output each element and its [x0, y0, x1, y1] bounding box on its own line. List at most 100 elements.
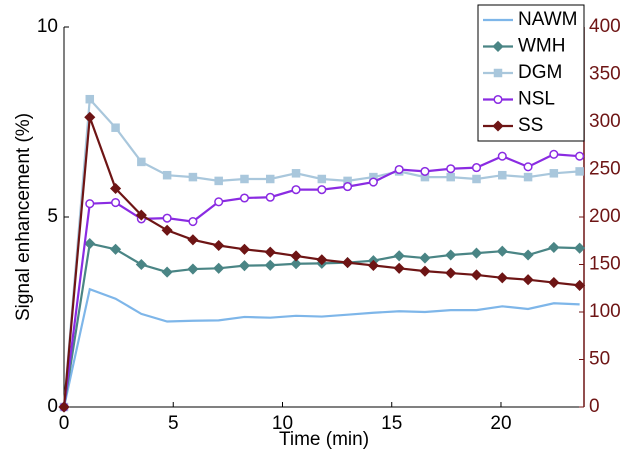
y2-tick-label: 350 [589, 64, 621, 85]
marker [498, 170, 507, 180]
marker [187, 234, 199, 246]
marker [110, 243, 122, 255]
marker [58, 401, 70, 413]
x-tick-label: 10 [272, 413, 293, 434]
x-tick-label: 20 [490, 413, 511, 434]
marker [419, 265, 431, 277]
marker [291, 169, 301, 178]
marker [574, 242, 586, 254]
marker [492, 40, 504, 53]
marker [135, 258, 147, 271]
marker [111, 123, 120, 132]
y2-tick-label: 250 [589, 159, 621, 180]
marker [290, 250, 302, 262]
marker [493, 68, 503, 78]
marker [161, 224, 173, 236]
marker [394, 164, 404, 175]
marker [471, 163, 482, 173]
y-tick-label: 0 [47, 396, 58, 417]
y2-tick-label: 100 [589, 301, 621, 322]
marker [575, 167, 584, 176]
marker [240, 174, 249, 184]
marker [420, 166, 430, 176]
marker [493, 94, 503, 105]
marker [162, 213, 172, 223]
marker [367, 259, 379, 272]
legend-label: SS [518, 115, 543, 136]
marker [264, 246, 276, 258]
marker [214, 176, 223, 186]
x-tick-label: 0 [59, 413, 70, 434]
marker [238, 260, 251, 272]
marker [343, 182, 353, 192]
marker [317, 185, 327, 195]
marker [266, 174, 275, 184]
marker [548, 241, 560, 253]
marker [214, 197, 224, 207]
marker [522, 249, 534, 261]
marker [342, 257, 354, 269]
legend-label: NAWM [518, 9, 577, 30]
marker [446, 164, 456, 174]
marker [522, 274, 534, 286]
marker [265, 192, 275, 202]
legend-label: DGM [518, 62, 562, 83]
x-tick-label: 15 [381, 413, 402, 434]
marker [85, 199, 95, 209]
marker [393, 262, 405, 274]
legend-label: NSL [518, 89, 555, 110]
marker [574, 279, 586, 291]
y2-tick-label: 150 [589, 254, 621, 275]
marker [135, 209, 147, 221]
marker [549, 169, 559, 178]
marker [187, 263, 199, 275]
marker [548, 276, 560, 289]
marker [213, 239, 225, 252]
marker [496, 245, 508, 257]
y2-tick-label: 400 [589, 16, 621, 37]
marker [316, 254, 328, 266]
marker [419, 252, 431, 264]
marker [445, 267, 457, 279]
marker [575, 151, 585, 161]
marker [162, 170, 172, 180]
legend-label: WMH [518, 36, 565, 57]
marker [188, 217, 198, 227]
marker [523, 172, 533, 182]
marker [85, 94, 95, 104]
marker [472, 174, 481, 184]
marker [238, 243, 251, 255]
marker [137, 157, 146, 167]
marker [188, 172, 198, 182]
marker [492, 120, 504, 132]
y2-tick-label: 200 [589, 206, 621, 227]
marker [84, 111, 96, 123]
marker [291, 185, 301, 195]
marker [445, 249, 457, 261]
marker [523, 162, 533, 172]
marker [264, 259, 276, 271]
marker [213, 262, 225, 274]
marker [110, 182, 122, 195]
y2-tick-label: 50 [589, 349, 610, 370]
x-axis-label: Time (min) [279, 429, 369, 450]
y-axis-label: Signal enhancement (%) [13, 113, 34, 321]
marker [470, 247, 483, 259]
y-tick-label: 5 [47, 206, 58, 227]
x-tick-label: 5 [168, 413, 179, 434]
marker [368, 177, 378, 187]
marker [161, 266, 173, 278]
marker [549, 149, 559, 159]
y2-tick-label: 0 [589, 396, 600, 417]
y-tick-label: 10 [37, 16, 58, 37]
marker [496, 272, 508, 284]
marker [446, 172, 455, 182]
marker [111, 198, 121, 208]
marker [317, 174, 327, 184]
series-line [62, 287, 580, 408]
marker [239, 193, 250, 203]
marker [497, 151, 507, 161]
marker [393, 250, 405, 262]
marker [84, 238, 96, 250]
